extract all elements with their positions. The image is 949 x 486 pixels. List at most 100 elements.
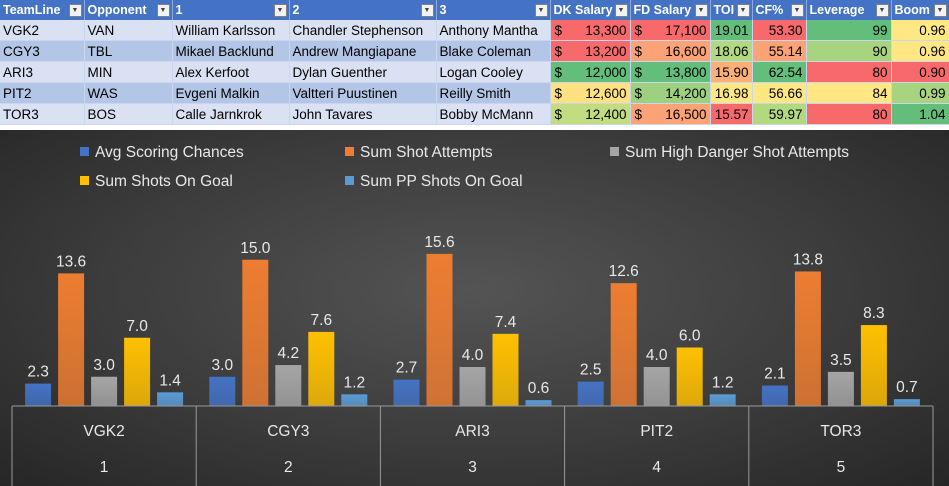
legend-item: Avg Scoring Chances: [80, 144, 244, 162]
cell-opponent[interactable]: BOS: [84, 103, 173, 125]
cell-toi[interactable]: 18.06: [710, 40, 753, 62]
header-leverage[interactable]: Leverage ▼: [806, 0, 892, 20]
cell-toi[interactable]: 15.90: [710, 61, 753, 83]
header-teamline[interactable]: TeamLine ▼: [0, 0, 85, 20]
cell-fd[interactable]: $13,800: [630, 61, 711, 83]
cell-cf[interactable]: 62.54: [752, 61, 807, 83]
cell-p2[interactable]: Dylan Guenther: [289, 61, 437, 83]
filter-dropdown-icon[interactable]: ▼: [156, 4, 170, 17]
filter-dropdown-icon[interactable]: ▼: [614, 4, 628, 17]
cell-cf[interactable]: 53.30: [752, 20, 807, 41]
cell-p2[interactable]: Chandler Stephenson: [289, 20, 437, 41]
bar: [709, 394, 736, 406]
cell-boom[interactable]: 0.96: [891, 20, 949, 41]
bar: [341, 394, 368, 406]
filter-dropdown-icon[interactable]: ▼: [534, 4, 548, 17]
currency-symbol: $: [554, 64, 563, 80]
cell-dk[interactable]: $13,200: [550, 40, 631, 62]
header-opponent[interactable]: Opponent ▼: [84, 0, 173, 20]
cell-boom[interactable]: 0.99: [891, 82, 949, 104]
cell-p3[interactable]: Bobby McMann: [436, 103, 551, 125]
cell-leverage[interactable]: 99: [806, 20, 892, 41]
data-label: 4.0: [462, 347, 484, 364]
category-index-label: 3: [468, 459, 477, 476]
cell-p2[interactable]: John Tavares: [289, 103, 437, 125]
cell-p2[interactable]: Andrew Mangiapane: [289, 40, 437, 62]
header-dk-salary[interactable]: DK Salary ▼: [550, 0, 631, 20]
cell-opponent[interactable]: WAS: [84, 82, 173, 104]
bar: [209, 376, 236, 406]
cell-p3[interactable]: Logan Cooley: [436, 61, 551, 83]
cell-dk[interactable]: $12,000: [550, 61, 631, 83]
data-label: 7.4: [495, 314, 517, 331]
header-boom[interactable]: Boom ▼: [891, 0, 949, 20]
cell-fd[interactable]: $14,200: [630, 82, 711, 104]
cell-p1[interactable]: Calle Jarnkrok: [172, 103, 290, 125]
cell-boom[interactable]: 1.04: [891, 103, 949, 125]
cell-p3[interactable]: Anthony Mantha: [436, 20, 551, 41]
bar: [275, 365, 302, 406]
filter-dropdown-icon[interactable]: ▼: [933, 4, 947, 17]
filter-dropdown-icon[interactable]: ▼: [273, 4, 287, 17]
cell-cf[interactable]: 59.97: [752, 103, 807, 125]
currency-symbol: $: [634, 85, 643, 101]
header-player-3[interactable]: 3 ▼: [436, 0, 551, 20]
cell-boom[interactable]: 0.90: [891, 61, 949, 83]
cell-opponent[interactable]: MIN: [84, 61, 173, 83]
filter-dropdown-icon[interactable]: ▼: [875, 4, 889, 17]
cell-p1[interactable]: Alex Kerfoot: [172, 61, 290, 83]
cell-opponent[interactable]: TBL: [84, 40, 173, 62]
cell-fd[interactable]: $17,100: [630, 20, 711, 41]
filter-dropdown-icon[interactable]: ▼: [736, 4, 750, 17]
cell-dk[interactable]: $12,600: [550, 82, 631, 104]
data-label: 6.0: [679, 328, 701, 345]
cell-dk[interactable]: $13,300: [550, 20, 631, 41]
cell-toi[interactable]: 15.57: [710, 103, 753, 125]
header-player-1[interactable]: 1 ▼: [172, 0, 290, 20]
bar: [577, 381, 604, 406]
filter-dropdown-icon[interactable]: ▼: [68, 4, 82, 17]
salary-value: 12,600: [585, 85, 627, 101]
cell-leverage[interactable]: 90: [806, 40, 892, 62]
category-index-label: 5: [837, 459, 846, 476]
cell-toi[interactable]: 19.01: [710, 20, 753, 41]
cell-p1[interactable]: Mikael Backlund: [172, 40, 290, 62]
header-player-2[interactable]: 2 ▼: [289, 0, 437, 20]
cell-teamline[interactable]: PIT2: [0, 82, 85, 104]
cell-opponent[interactable]: VAN: [84, 20, 173, 41]
filter-dropdown-icon[interactable]: ▼: [694, 4, 708, 17]
cell-leverage[interactable]: 80: [806, 61, 892, 83]
bar: [525, 400, 552, 406]
data-label: 4.2: [278, 345, 300, 362]
bar: [610, 283, 637, 406]
header-cf-pct[interactable]: CF% ▼: [752, 0, 807, 20]
cell-dk[interactable]: $12,400: [550, 103, 631, 125]
filter-dropdown-icon[interactable]: ▼: [790, 4, 804, 17]
currency-symbol: $: [554, 22, 563, 38]
cell-teamline[interactable]: CGY3: [0, 40, 85, 62]
cell-toi[interactable]: 16.98: [710, 82, 753, 104]
cell-teamline[interactable]: TOR3: [0, 103, 85, 125]
cell-p3[interactable]: Blake Coleman: [436, 40, 551, 62]
cell-fd[interactable]: $16,600: [630, 40, 711, 62]
cell-p3[interactable]: Reilly Smith: [436, 82, 551, 104]
cell-p1[interactable]: Evgeni Malkin: [172, 82, 290, 104]
cell-teamline[interactable]: VGK2: [0, 20, 85, 41]
cell-p2[interactable]: Valtteri Puustinen: [289, 82, 437, 104]
header-toi[interactable]: TOI ▼: [710, 0, 753, 20]
cell-cf[interactable]: 55.14: [752, 40, 807, 62]
data-label: 0.6: [528, 380, 550, 397]
cell-boom[interactable]: 0.96: [891, 40, 949, 62]
cell-leverage[interactable]: 84: [806, 82, 892, 104]
cell-fd[interactable]: $16,500: [630, 103, 711, 125]
cell-p1[interactable]: William Karlsson: [172, 20, 290, 41]
currency-symbol: $: [634, 43, 643, 59]
header-fd-salary[interactable]: FD Salary ▼: [630, 0, 711, 20]
cell-cf[interactable]: 56.66: [752, 82, 807, 104]
filter-dropdown-icon[interactable]: ▼: [420, 4, 434, 17]
data-label: 1.2: [344, 374, 366, 391]
cell-leverage[interactable]: 80: [806, 103, 892, 125]
data-label: 8.3: [863, 305, 885, 322]
currency-symbol: $: [554, 43, 563, 59]
cell-teamline[interactable]: ARI3: [0, 61, 85, 83]
